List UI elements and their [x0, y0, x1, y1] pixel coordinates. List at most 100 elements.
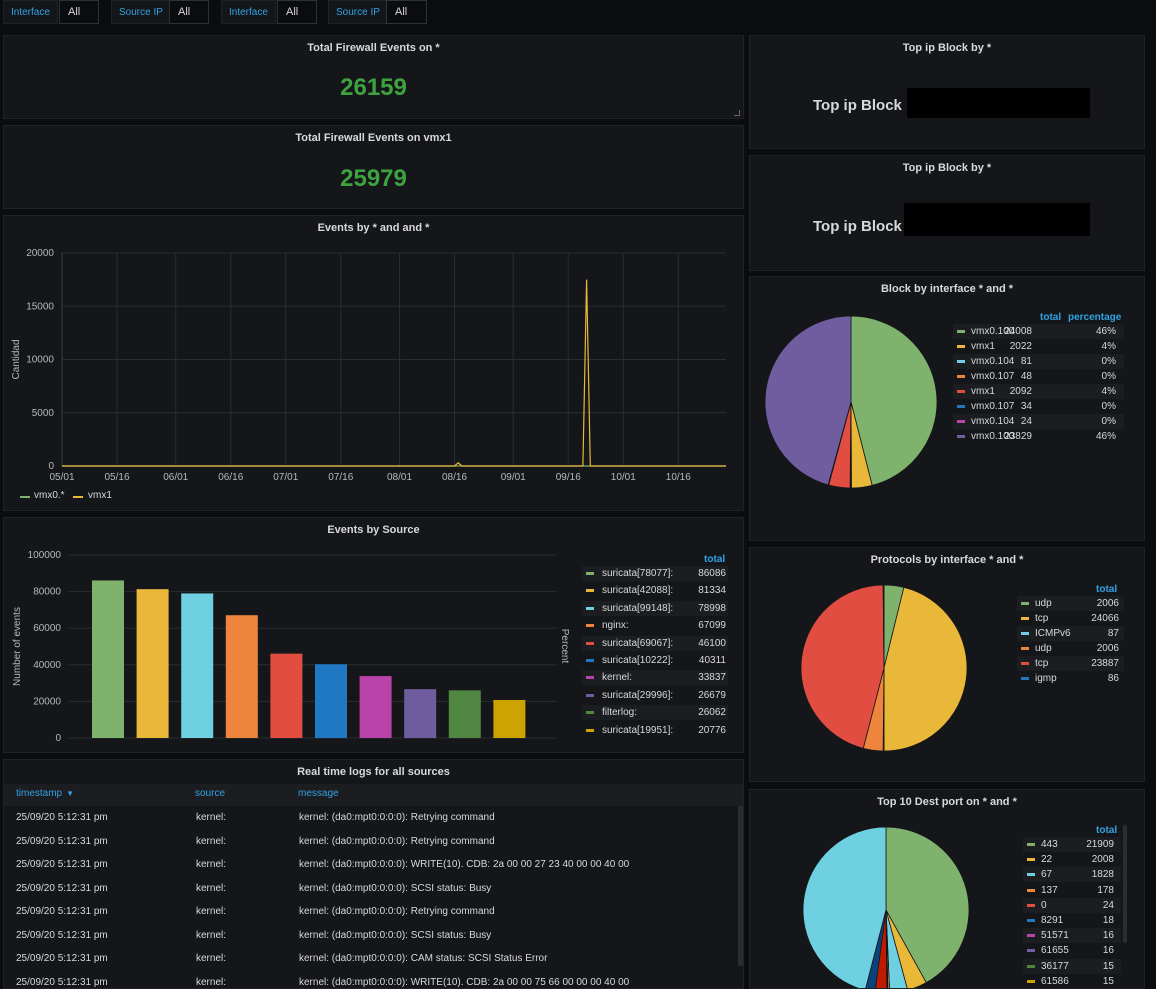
- legend-item[interactable]: suricata[99148]:78998: [582, 601, 728, 616]
- bar-1[interactable]: [137, 589, 169, 738]
- column-header-label: timestamp: [16, 788, 62, 799]
- block-pie-panel[interactable]: Block by interface * and * total percent…: [749, 276, 1145, 541]
- legend-item[interactable]: suricata[19951]:20776: [582, 723, 728, 738]
- legend-item[interactable]: nginx:67099: [582, 618, 728, 633]
- log-timestamp: 25/09/20 5:12:31 pm: [16, 930, 108, 941]
- redacted-value: [904, 203, 1090, 236]
- legend-item[interactable]: suricata[42088]:81334: [582, 583, 728, 598]
- legend-swatch: [1021, 647, 1029, 650]
- log-source: kernel:: [196, 977, 226, 988]
- legend-value: 178: [1097, 883, 1114, 898]
- legend-label-vmx1[interactable]: vmx1: [88, 490, 112, 501]
- panel-title: Top ip Block by *: [750, 162, 1144, 174]
- legend-label: suricata[78077]:: [602, 566, 673, 581]
- logs-scrollbar[interactable]: [738, 806, 743, 966]
- bar-5[interactable]: [315, 664, 347, 738]
- var-select-interface-2[interactable]: All⌄: [277, 0, 317, 24]
- var-select-source-ip-2[interactable]: All⌄: [386, 0, 427, 24]
- legend-swatch: [586, 589, 594, 592]
- legend-value: 26062: [698, 705, 726, 720]
- column-header-message[interactable]: message: [298, 788, 339, 799]
- bar-4[interactable]: [270, 654, 302, 738]
- log-message: kernel: (da0:mpt0:0:0:0): WRITE(10). CDB…: [299, 859, 629, 870]
- bar-2[interactable]: [181, 593, 213, 738]
- legend-label: tcp: [1035, 656, 1048, 671]
- stat-panel-total-events[interactable]: Total Firewall Events on * 26159: [3, 35, 744, 119]
- logs-panel[interactable]: Real time logs for all sources timestamp…: [3, 759, 744, 989]
- legend-swatch: [1027, 949, 1035, 952]
- series-line-1[interactable]: [62, 280, 726, 466]
- bar-7[interactable]: [404, 689, 436, 738]
- bar-0[interactable]: [92, 580, 124, 738]
- bar-8[interactable]: [449, 690, 481, 738]
- bar-6[interactable]: [360, 676, 392, 738]
- legend-item[interactable]: kernel:33837: [582, 670, 728, 685]
- stat-panel-vmx1-events[interactable]: Total Firewall Events on vmx1 25979: [3, 125, 744, 209]
- top-ip-block-panel-1[interactable]: Top ip Block by * Top ip Block: [749, 35, 1145, 149]
- column-header-timestamp[interactable]: timestamp▼: [16, 788, 74, 799]
- resize-handle[interactable]: [734, 110, 740, 116]
- legend-swatch: [1027, 858, 1035, 861]
- x-tick-label: 06/01: [163, 472, 188, 483]
- legend-item[interactable]: suricata[10222]:40311: [582, 653, 728, 668]
- column-header-source[interactable]: source: [195, 788, 225, 799]
- log-message: kernel: (da0:mpt0:0:0:0): Retrying comma…: [299, 836, 495, 847]
- var-select-interface[interactable]: All⌄: [59, 0, 99, 24]
- legend-item[interactable]: suricata[29996]:26679: [582, 688, 728, 703]
- legend-value: 16: [1103, 928, 1114, 943]
- x-tick-label: 05/16: [105, 472, 130, 483]
- legend-label: suricata[69067]:: [602, 636, 673, 651]
- legend-item[interactable]: suricata[78077]:86086: [582, 566, 728, 581]
- legend-header-total: total: [1040, 312, 1061, 323]
- legend-label: nginx:: [602, 618, 629, 633]
- legend-value: 26679: [698, 688, 726, 703]
- protocols-pie-panel[interactable]: Protocols by interface * and * total udp…: [749, 547, 1145, 782]
- legend-item[interactable]: suricata[69067]:46100: [582, 636, 728, 651]
- legend-scrollbar[interactable]: [1123, 825, 1127, 943]
- panel-title: Total Firewall Events on *: [4, 42, 743, 54]
- bar-3[interactable]: [226, 615, 258, 738]
- legend-value: 18: [1103, 913, 1114, 928]
- top-ip-block-panel-2[interactable]: Top ip Block by * Top ip Block: [749, 155, 1145, 271]
- legend-item[interactable]: filterlog:26062: [582, 705, 728, 720]
- var-select-source-ip[interactable]: All⌄: [169, 0, 209, 24]
- var-label-source-ip: Source IP: [111, 0, 171, 24]
- bar-9[interactable]: [493, 700, 525, 738]
- legend-label-vmx0[interactable]: vmx0.*: [34, 490, 65, 501]
